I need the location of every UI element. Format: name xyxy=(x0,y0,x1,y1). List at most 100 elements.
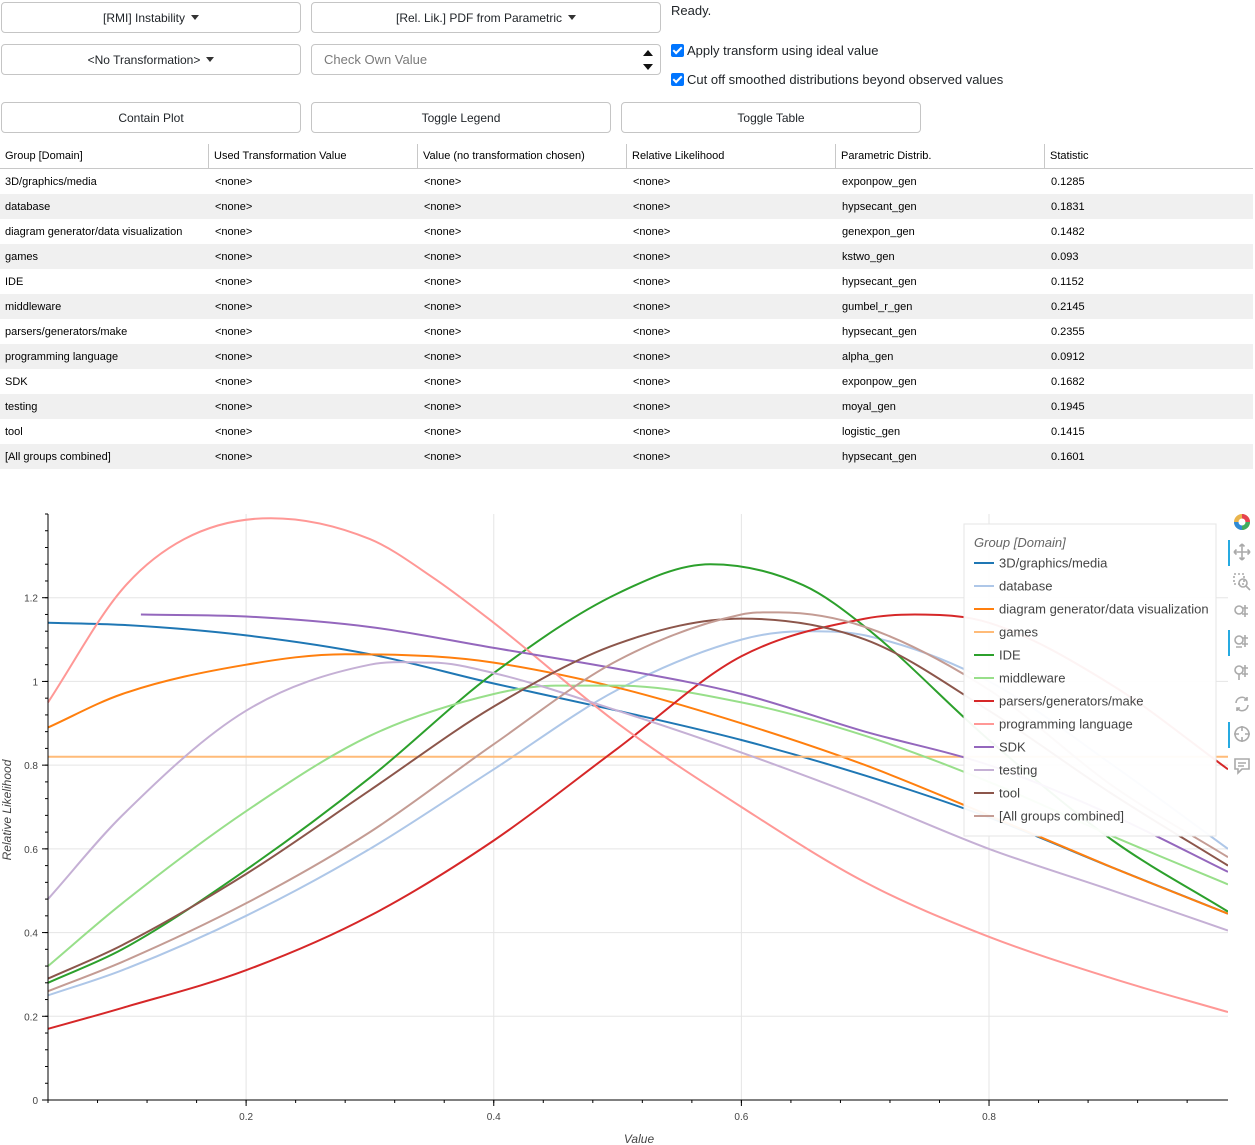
table-cell: <none> xyxy=(215,300,253,313)
legend-item[interactable]: diagram generator/data visualization xyxy=(999,602,1209,617)
x-tick-label: 0.4 xyxy=(487,1112,501,1123)
hover-icon[interactable] xyxy=(1228,754,1255,780)
table-cell: exponpow_gen xyxy=(842,375,917,388)
table-row[interactable]: [All groups combined] <none> <none> <none> h… xyxy=(0,444,1253,469)
table-cell: <none> xyxy=(424,350,462,363)
wheel-zoom-icon[interactable] xyxy=(1228,600,1255,626)
contain-plot-button[interactable]: Contain Plot xyxy=(1,102,301,133)
table-cell: 0.1415 xyxy=(1051,425,1085,438)
table-row[interactable]: middleware <none> <none> <none> gumbel_r_gen… xyxy=(0,294,1253,319)
table-cell: <none> xyxy=(215,325,253,338)
contain-plot-label: Contain Plot xyxy=(118,110,184,125)
legend-item[interactable]: database xyxy=(999,579,1053,594)
legend-item[interactable]: parsers/generators/make xyxy=(999,694,1144,709)
chevron-down-icon xyxy=(206,57,215,62)
table-cell: <none> xyxy=(215,400,253,413)
legend-item[interactable]: middleware xyxy=(999,671,1065,686)
column-header[interactable]: Group [Domain] xyxy=(0,144,209,168)
table-cell: diagram generator/data visualization xyxy=(5,225,183,238)
spinner[interactable] xyxy=(642,48,654,72)
legend-item[interactable]: SDK xyxy=(999,740,1026,755)
own-value-placeholder: Check Own Value xyxy=(324,52,428,67)
toggle-legend-label: Toggle Legend xyxy=(421,110,501,125)
y-tick-label: 0 xyxy=(32,1096,38,1107)
apply-transform-checkbox[interactable] xyxy=(671,44,684,57)
table-cell: exponpow_gen xyxy=(842,175,917,188)
table-cell: 0.1601 xyxy=(1051,450,1085,463)
table-body: 3D/graphics/media <none> <none> <none> expon… xyxy=(0,169,1253,469)
table-cell: <none> xyxy=(633,300,671,313)
table-row[interactable]: SDK <none> <none> <none> exponpow_gen 0.1682 xyxy=(0,369,1253,394)
column-header[interactable]: Relative Likelihood xyxy=(627,144,836,168)
table-cell: 0.1945 xyxy=(1051,400,1085,413)
table-cell: <none> xyxy=(424,425,462,438)
legend-item[interactable]: tool xyxy=(999,786,1020,801)
likelihood-chart[interactable]: 0.2 0.4 0.6 0.8 0 0.2 0.4 0.6 0.8 1 1.2 Value Rela… xyxy=(0,500,1228,1145)
transform-select[interactable]: <No Transformation> xyxy=(1,44,301,75)
table-row[interactable]: programming language <none> <none> <none> al… xyxy=(0,344,1253,369)
table-cell: <none> xyxy=(424,450,462,463)
table-row[interactable]: diagram generator/data visualization <non… xyxy=(0,219,1253,244)
toggle-table-button[interactable]: Toggle Table xyxy=(621,102,921,133)
box-zoom-icon[interactable] xyxy=(1228,570,1255,596)
status-text: Ready. xyxy=(671,3,712,18)
legend-item[interactable]: games xyxy=(999,625,1039,640)
spin-down-icon[interactable] xyxy=(643,64,653,70)
cutoff-checkbox[interactable] xyxy=(671,73,684,86)
y-axis-label: Relative Likelihood xyxy=(0,759,14,860)
crosshair-icon[interactable] xyxy=(1228,722,1255,748)
y-wheel-zoom-icon[interactable] xyxy=(1228,660,1255,686)
table-row[interactable]: parsers/generators/make <none> <none> <none… xyxy=(0,319,1253,344)
table-cell: hypsecant_gen xyxy=(842,450,917,463)
table-row[interactable]: IDE <none> <none> <none> hypsecant_gen 0.1152 xyxy=(0,269,1253,294)
table-cell: moyal_gen xyxy=(842,400,896,413)
cutoff-checkbox-row[interactable]: Cut off smoothed distributions beyond ob… xyxy=(671,72,1003,87)
column-header[interactable]: Value (no transformation chosen) xyxy=(418,144,627,168)
toggle-legend-button[interactable]: Toggle Legend xyxy=(311,102,611,133)
table-cell: <none> xyxy=(633,375,671,388)
column-header[interactable]: Parametric Distrib. xyxy=(836,144,1045,168)
table-cell: <none> xyxy=(215,225,253,238)
plot-type-select[interactable]: [Rel. Lik.] PDF from Parametric xyxy=(311,2,661,33)
table-cell: <none> xyxy=(633,200,671,213)
y-tick-label: 0.6 xyxy=(24,845,38,856)
series-line xyxy=(47,517,1228,1014)
table-cell: <none> xyxy=(633,275,671,288)
reset-icon[interactable] xyxy=(1228,692,1255,718)
legend-item[interactable]: testing xyxy=(999,763,1037,778)
bokeh-logo-icon[interactable] xyxy=(1228,510,1255,536)
table-row[interactable]: testing <none> <none> <none> moyal_gen 0.1945 xyxy=(0,394,1253,419)
apply-transform-checkbox-row[interactable]: Apply transform using ideal value xyxy=(671,43,879,58)
chart-legend: Group [Domain] 3D/graphics/media database d… xyxy=(963,523,1217,837)
chart-axes: 0.2 0.4 0.6 0.8 0 0.2 0.4 0.6 0.8 1 1.2 xyxy=(24,513,1228,1123)
table-cell: kstwo_gen xyxy=(842,250,895,263)
legend-item[interactable]: IDE xyxy=(999,648,1021,663)
x-wheel-zoom-icon[interactable] xyxy=(1228,630,1255,656)
transform-select-label: <No Transformation> xyxy=(87,52,201,67)
table-cell: <none> xyxy=(215,375,253,388)
table-cell: <none> xyxy=(424,250,462,263)
table-row[interactable]: 3D/graphics/media <none> <none> <none> expon… xyxy=(0,169,1253,194)
metric-select[interactable]: [RMI] Instability xyxy=(1,2,301,33)
table-cell: 0.093 xyxy=(1051,250,1079,263)
table-row[interactable]: tool <none> <none> <none> logistic_gen 0.1415 xyxy=(0,419,1253,444)
table-cell: <none> xyxy=(215,425,253,438)
column-header[interactable]: Used Transformation Value xyxy=(209,144,418,168)
table-cell: <none> xyxy=(424,175,462,188)
spin-up-icon[interactable] xyxy=(643,50,653,56)
table-cell: <none> xyxy=(215,350,253,363)
legend-item[interactable]: programming language xyxy=(999,717,1133,732)
own-value-input[interactable]: Check Own Value xyxy=(311,44,661,75)
table-row[interactable]: games <none> <none> <none> kstwo_gen 0.093 xyxy=(0,244,1253,269)
table-cell: 0.1682 xyxy=(1051,375,1085,388)
table-cell: <none> xyxy=(215,450,253,463)
table-row[interactable]: database <none> <none> <none> hypsecant_gen 0… xyxy=(0,194,1253,219)
column-header[interactable]: Statistic xyxy=(1050,150,1089,162)
legend-item[interactable]: [All groups combined] xyxy=(999,809,1124,824)
table-cell: 0.1152 xyxy=(1051,275,1084,288)
apply-transform-label: Apply transform using ideal value xyxy=(687,43,879,58)
x-axis-label: Value xyxy=(624,1132,655,1145)
legend-item[interactable]: 3D/graphics/media xyxy=(999,556,1108,571)
pan-icon[interactable] xyxy=(1228,540,1255,566)
metric-select-label: [RMI] Instability xyxy=(102,10,186,25)
